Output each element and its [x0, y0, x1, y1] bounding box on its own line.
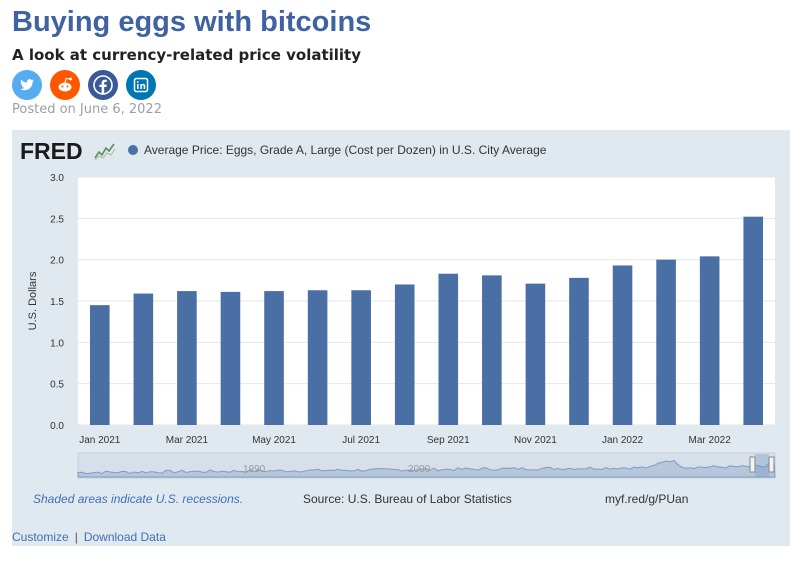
navigator-label-2000: 2000: [408, 464, 431, 475]
linkedin-icon: [126, 70, 156, 100]
bar-aug-2021[interactable]: [394, 284, 415, 425]
bar-feb-2022[interactable]: [656, 259, 676, 425]
x-tick-label: Jan 2022: [602, 435, 644, 446]
bar-jan-2021[interactable]: [89, 305, 110, 425]
footer-separator: |: [74, 530, 78, 544]
legend-marker: [128, 145, 138, 155]
bars: [89, 216, 764, 425]
bar-may-2021[interactable]: [264, 291, 284, 425]
bar-nov-2021[interactable]: [525, 283, 546, 425]
y-tick-labels: 0.0 0.5 1.0 1.5 2.0 2.5 3.0: [50, 173, 64, 432]
y-tick-label: 1.0: [50, 338, 64, 349]
bar-apr-2021[interactable]: [220, 291, 241, 425]
fred-logo[interactable]: FRED: [20, 138, 126, 169]
download-data-link[interactable]: Download Data: [83, 530, 166, 544]
y-tick-label: 0.0: [50, 421, 64, 432]
range-navigator[interactable]: 1990 2000: [77, 452, 776, 479]
x-tick-labels: Jan 2021 Mar 2021 May 2021 Jul 2021 Sep 2021…: [79, 435, 731, 446]
y-tick-label: 2.0: [50, 256, 64, 267]
navigator-label-1990: 1990: [243, 464, 266, 475]
twitter-icon: [12, 70, 42, 100]
navigator-right-handle[interactable]: [768, 456, 775, 473]
bar-mar-2022[interactable]: [699, 256, 720, 425]
page-title: Buying eggs with bitcoins: [12, 6, 372, 38]
x-tick-label: Mar 2022: [689, 435, 732, 446]
footer-links: Customize | Download Data: [12, 530, 166, 544]
source-text: Source: U.S. Bureau of Labor Statistics: [303, 492, 512, 506]
bar-jun-2021[interactable]: [307, 290, 328, 425]
bar-dec-2021[interactable]: [569, 277, 589, 425]
x-tick-label: Jul 2021: [342, 435, 380, 446]
y-axis-label: U.S. Dollars: [27, 271, 39, 330]
x-tick-label: Jan 2021: [79, 435, 121, 446]
navigator-selection: [755, 454, 769, 477]
facebook-share-button[interactable]: [88, 70, 118, 100]
x-tick-label: Mar 2021: [166, 435, 209, 446]
bar-apr-2022[interactable]: [743, 216, 764, 425]
x-tick-label: May 2021: [252, 435, 296, 446]
navigator-left-handle[interactable]: [749, 456, 756, 473]
chart-legend: Average Price: Eggs, Grade A, Large (Cos…: [128, 143, 546, 157]
customize-link[interactable]: Customize: [12, 530, 69, 544]
bar-jul-2021[interactable]: [351, 290, 371, 425]
legend-label: Average Price: Eggs, Grade A, Large (Cos…: [144, 143, 547, 157]
facebook-icon: [88, 70, 118, 100]
navigator-history-line: [77, 459, 776, 478]
recession-note: Shaded areas indicate U.S. recessions.: [33, 492, 244, 506]
bar-jan-2022[interactable]: [612, 265, 633, 425]
bar-chart: 0.0 0.5 1.0 1.5 2.0 2.5 3.0 Jan 2021 Mar 2021 Ma…: [27, 173, 776, 479]
x-tick-label: Sep 2021: [427, 435, 470, 446]
bar-mar-2021[interactable]: [177, 291, 197, 425]
twitter-share-button[interactable]: [12, 70, 42, 100]
y-tick-label: 1.5: [50, 297, 64, 308]
y-tick-label: 2.5: [50, 214, 64, 225]
short-link[interactable]: myf.red/g/PUan: [605, 492, 689, 506]
page-subtitle: A look at currency-related price volatil…: [12, 46, 361, 64]
reddit-share-button[interactable]: [50, 70, 80, 100]
x-tick-label: Nov 2021: [514, 435, 557, 446]
bar-oct-2021[interactable]: [482, 275, 502, 425]
y-tick-label: 3.0: [50, 173, 64, 184]
fred-graph-panel: FRED Average Price: Eggs, Grade A, Large…: [12, 130, 790, 546]
linkedin-share-button[interactable]: [126, 70, 156, 100]
y-tick-label: 0.5: [50, 380, 64, 391]
post-date: Posted on June 6, 2022: [12, 102, 162, 117]
reddit-icon: [50, 70, 80, 100]
fred-logo-text: FRED: [20, 138, 83, 164]
bar-feb-2021[interactable]: [133, 293, 154, 425]
bar-sep-2021[interactable]: [438, 273, 459, 425]
